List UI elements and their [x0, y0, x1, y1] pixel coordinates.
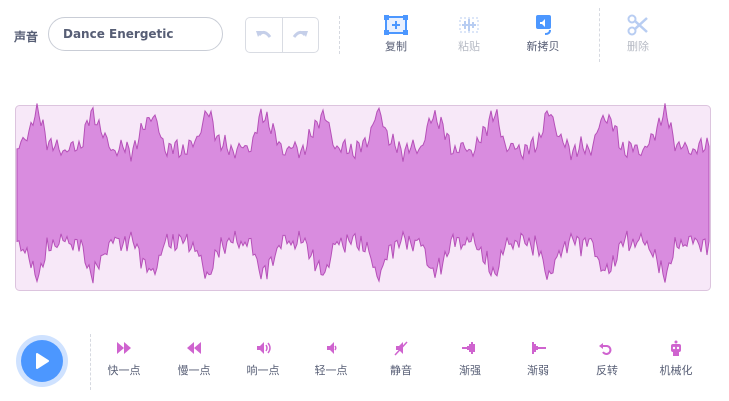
new-copy-button[interactable]: 新拷贝 — [513, 14, 573, 54]
effect-label: 响一点 — [246, 364, 280, 377]
waveform — [16, 103, 710, 284]
effect-button[interactable]: 慢一点 — [164, 340, 224, 378]
effect-label: 渐强 — [459, 364, 481, 377]
undo-button[interactable] — [246, 18, 282, 52]
effect-icon — [599, 343, 612, 355]
effect-button[interactable]: 轻一点 — [301, 340, 361, 378]
separator — [339, 16, 340, 54]
delete-label: 删除 — [627, 40, 649, 53]
copy-label: 复制 — [385, 40, 407, 53]
undo-redo — [245, 17, 319, 53]
effect-button[interactable]: 反转 — [577, 340, 637, 378]
effect-label: 慢一点 — [177, 364, 211, 377]
separator — [90, 334, 91, 390]
paste-button[interactable]: 粘贴 — [439, 14, 499, 54]
effect-button[interactable]: 快一点 — [94, 340, 154, 378]
new-copy-label: 新拷贝 — [526, 40, 560, 53]
effect-icon — [257, 342, 271, 354]
effect-label: 轻一点 — [314, 364, 348, 377]
effect-icon — [117, 342, 131, 354]
effect-icon — [327, 342, 337, 354]
effect-label: 静音 — [390, 364, 412, 377]
effect-label: 渐弱 — [527, 364, 549, 377]
separator — [599, 8, 600, 62]
effect-label: 反转 — [596, 364, 618, 377]
delete-button[interactable]: 删除 — [608, 14, 668, 54]
sound-name-input[interactable]: Dance Energetic — [48, 17, 223, 51]
effect-button[interactable]: 静音 — [371, 340, 431, 378]
effect-icon — [532, 342, 546, 354]
sound-label: 声音 — [14, 30, 39, 44]
paste-label: 粘贴 — [458, 40, 480, 53]
effect-icon — [394, 341, 408, 356]
effect-icon — [187, 342, 201, 354]
copy-button[interactable]: 复制 — [366, 14, 426, 54]
effect-button[interactable]: 渐弱 — [508, 340, 568, 378]
effect-label: 机械化 — [659, 364, 693, 377]
effect-label: 快一点 — [107, 364, 141, 377]
effect-icon — [671, 340, 681, 356]
effect-button[interactable]: 机械化 — [646, 340, 706, 378]
effect-button[interactable]: 响一点 — [233, 340, 293, 378]
redo-button[interactable] — [281, 18, 319, 52]
effect-button[interactable]: 渐强 — [440, 340, 500, 378]
play-button[interactable] — [21, 340, 63, 382]
effect-icon — [462, 342, 475, 354]
